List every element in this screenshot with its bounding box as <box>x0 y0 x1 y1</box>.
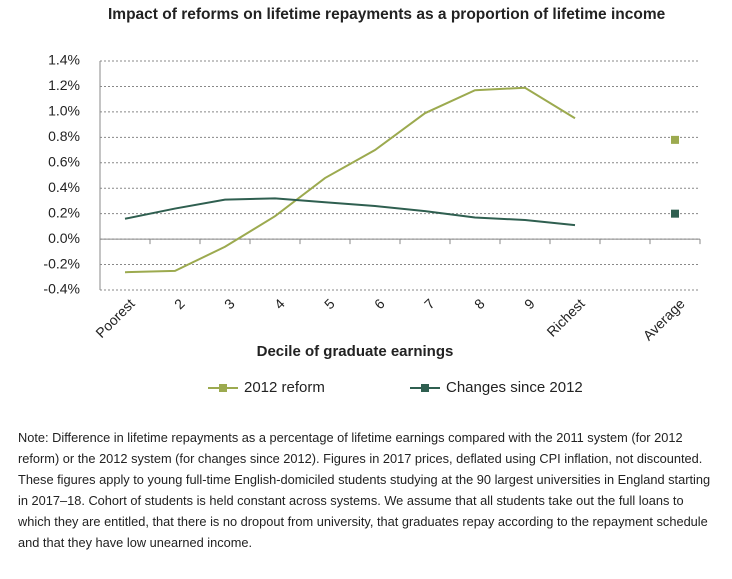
x-tick-label: 9 <box>521 295 538 312</box>
y-tick-label: 0.2% <box>48 204 80 220</box>
x-tick-label: Richest <box>543 295 587 339</box>
legend-marker <box>219 384 227 392</box>
x-tick-label: 4 <box>271 295 288 312</box>
x-tick-label: 5 <box>321 295 338 312</box>
y-tick-label: 0.0% <box>48 230 80 246</box>
chart: Decile of graduate earnings -0.4% -0.2% 0.… <box>43 52 701 396</box>
y-tick-label: -0.4% <box>43 281 80 297</box>
marker <box>671 135 679 144</box>
marker <box>671 209 679 218</box>
x-tick-label: 2 <box>171 295 188 312</box>
x-tick-label: Average <box>640 295 688 343</box>
series-line <box>124 86 576 274</box>
x-axis-title: Decile of graduate earnings <box>257 343 454 360</box>
y-tick-label: 1.4% <box>48 52 80 68</box>
legend-label: 2012 reform <box>244 379 325 396</box>
y-tick-label: 0.4% <box>48 179 80 195</box>
y-tick-label: 0.8% <box>48 128 80 144</box>
series-line <box>124 197 576 227</box>
legend-marker <box>421 384 429 392</box>
y-tick-label: 1.2% <box>48 77 80 93</box>
y-tick-label: -0.2% <box>43 255 80 271</box>
legend-label: Changes since 2012 <box>446 379 583 396</box>
x-tick-label: 6 <box>371 295 388 312</box>
x-tick-label: 8 <box>471 295 488 312</box>
y-tick-label: 0.6% <box>48 153 80 169</box>
x-tick-label: 3 <box>221 295 238 312</box>
x-tick-label: 7 <box>421 295 438 312</box>
y-tick-label: 1.0% <box>48 103 80 119</box>
chart-title: Impact of reforms on lifetime repayments… <box>108 6 666 23</box>
x-tick-label: Poorest <box>92 295 138 341</box>
note: Note: Difference in lifetime repayments … <box>18 430 711 550</box>
